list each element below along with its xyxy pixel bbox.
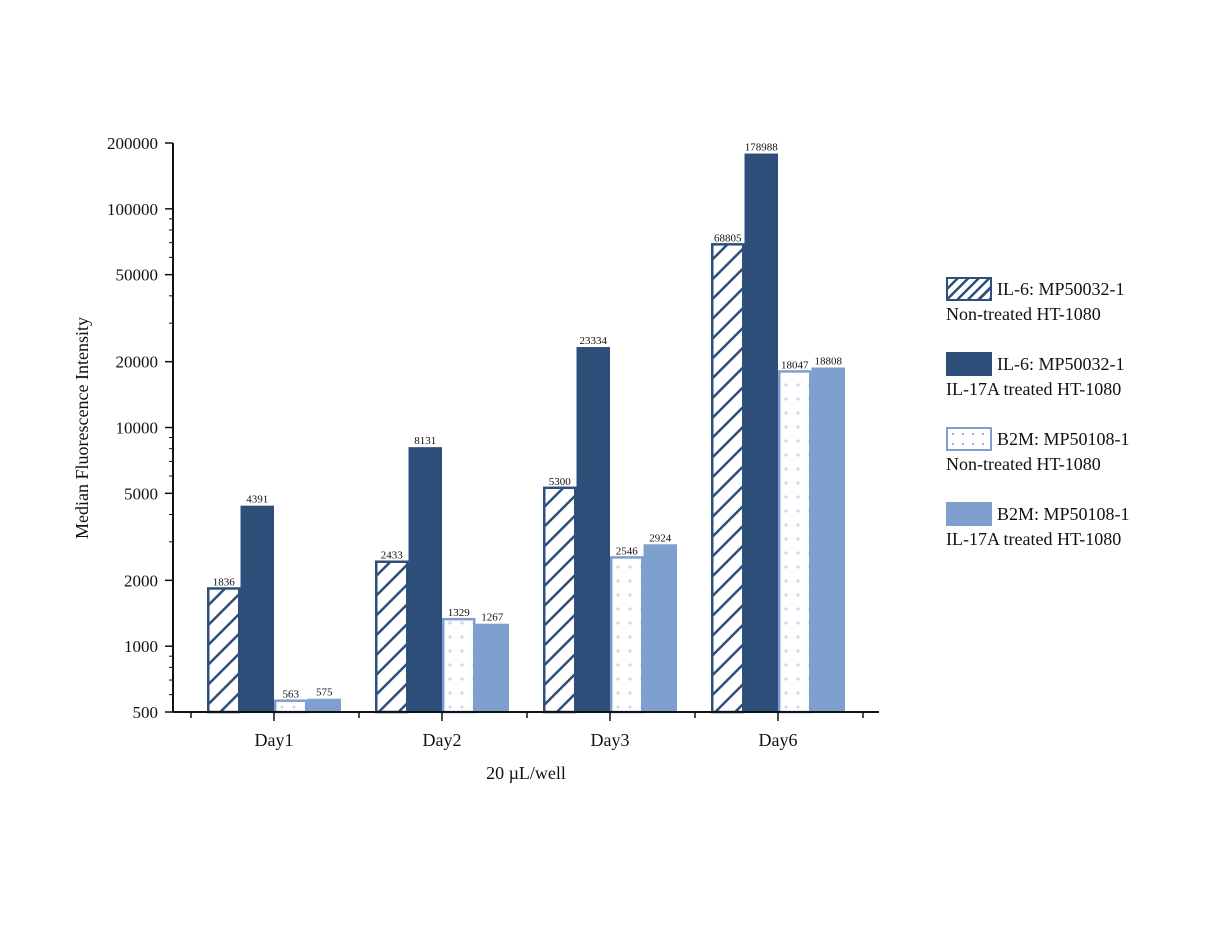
legend-label: IL-6: MP50032-1 bbox=[997, 354, 1125, 374]
legend-label: B2M: MP50108-1 bbox=[997, 429, 1130, 449]
bar-series4-day3 bbox=[643, 544, 677, 712]
legend-item-b2m-treated: B2M: MP50108-1 IL-17A treated HT-1080 bbox=[946, 501, 1216, 576]
y-tick-label: 10000 bbox=[116, 419, 159, 438]
bar-value-label: 4391 bbox=[246, 494, 268, 506]
bar-value-label: 575 bbox=[316, 687, 333, 699]
legend-item-il6-treated: IL-6: MP50032-1 IL-17A treated HT-1080 bbox=[946, 351, 1216, 426]
bar-series4-day1 bbox=[307, 698, 341, 712]
bar-value-label: 68805 bbox=[714, 232, 742, 244]
legend-label-sub: IL-17A treated HT-1080 bbox=[946, 529, 1122, 549]
x-tick-label: Day2 bbox=[423, 730, 462, 750]
bar-series3-day1 bbox=[274, 699, 308, 714]
bar-value-label: 2433 bbox=[381, 550, 404, 562]
bar-value-label: 8131 bbox=[414, 435, 436, 447]
bar-value-label: 18047 bbox=[781, 359, 809, 371]
y-tick-label: 100000 bbox=[107, 200, 158, 219]
x-axis-label: 20 µL/well bbox=[486, 763, 566, 783]
y-tick-label: 20000 bbox=[116, 353, 159, 372]
y-tick-label: 50000 bbox=[116, 266, 159, 285]
bar-value-label: 1329 bbox=[448, 607, 471, 619]
legend-label: IL-6: MP50032-1 bbox=[997, 279, 1125, 299]
y-tick-label: 1000 bbox=[124, 637, 158, 656]
bar-value-label: 1836 bbox=[213, 576, 236, 588]
bar-value-label: 2546 bbox=[616, 545, 639, 557]
bar-series1-day3 bbox=[543, 486, 577, 714]
bar-series2-day6 bbox=[744, 153, 778, 712]
legend-label-sub: Non-treated HT-1080 bbox=[946, 304, 1101, 324]
legend-label-sub: IL-17A treated HT-1080 bbox=[946, 379, 1122, 399]
bar-series2-day2 bbox=[408, 447, 442, 712]
bar-series2-day1 bbox=[240, 505, 274, 712]
legend: IL-6: MP50032-1 Non-treated HT-1080 IL-6… bbox=[946, 276, 1216, 576]
bar-series1-day2 bbox=[375, 560, 409, 714]
bar-value-label: 5300 bbox=[549, 476, 572, 488]
x-tick-label: Day3 bbox=[591, 730, 630, 750]
bar-series1-day6 bbox=[711, 243, 745, 714]
legend-swatch-solid-dark bbox=[946, 352, 992, 376]
legend-swatch-hatch bbox=[946, 277, 992, 301]
legend-item-il6-nontreated: IL-6: MP50032-1 Non-treated HT-1080 bbox=[946, 276, 1216, 351]
legend-swatch-dots bbox=[946, 427, 992, 451]
bar-series4-day2 bbox=[475, 623, 509, 712]
bar-series1-day1 bbox=[207, 587, 241, 714]
legend-label: B2M: MP50108-1 bbox=[997, 504, 1130, 524]
bar-value-label: 178988 bbox=[745, 142, 779, 154]
bar-series3-day6 bbox=[778, 370, 812, 714]
legend-swatch-solid-light bbox=[946, 502, 992, 526]
bar-series3-day3 bbox=[610, 556, 644, 714]
legend-label-sub: Non-treated HT-1080 bbox=[946, 454, 1101, 474]
bar-value-label: 563 bbox=[283, 689, 300, 701]
bar-series4-day6 bbox=[811, 367, 845, 712]
bar-series2-day3 bbox=[576, 347, 610, 712]
x-tick-label: Day1 bbox=[255, 730, 294, 750]
y-tick-label: 500 bbox=[133, 703, 159, 722]
x-tick-label: Day6 bbox=[759, 730, 798, 750]
bar-value-label: 2924 bbox=[649, 532, 672, 544]
legend-item-b2m-nontreated: B2M: MP50108-1 Non-treated HT-1080 bbox=[946, 426, 1216, 501]
bar-value-label: 1267 bbox=[481, 612, 504, 624]
bar-value-label: 23334 bbox=[580, 335, 608, 347]
y-tick-label: 2000 bbox=[124, 571, 158, 590]
bar-value-label: 18808 bbox=[815, 356, 843, 368]
bar-series3-day2 bbox=[442, 617, 476, 714]
y-tick-label: 5000 bbox=[124, 484, 158, 503]
y-tick-label: 200000 bbox=[107, 134, 158, 153]
y-axis-label: Median Fluorescence Intensity bbox=[72, 317, 92, 539]
